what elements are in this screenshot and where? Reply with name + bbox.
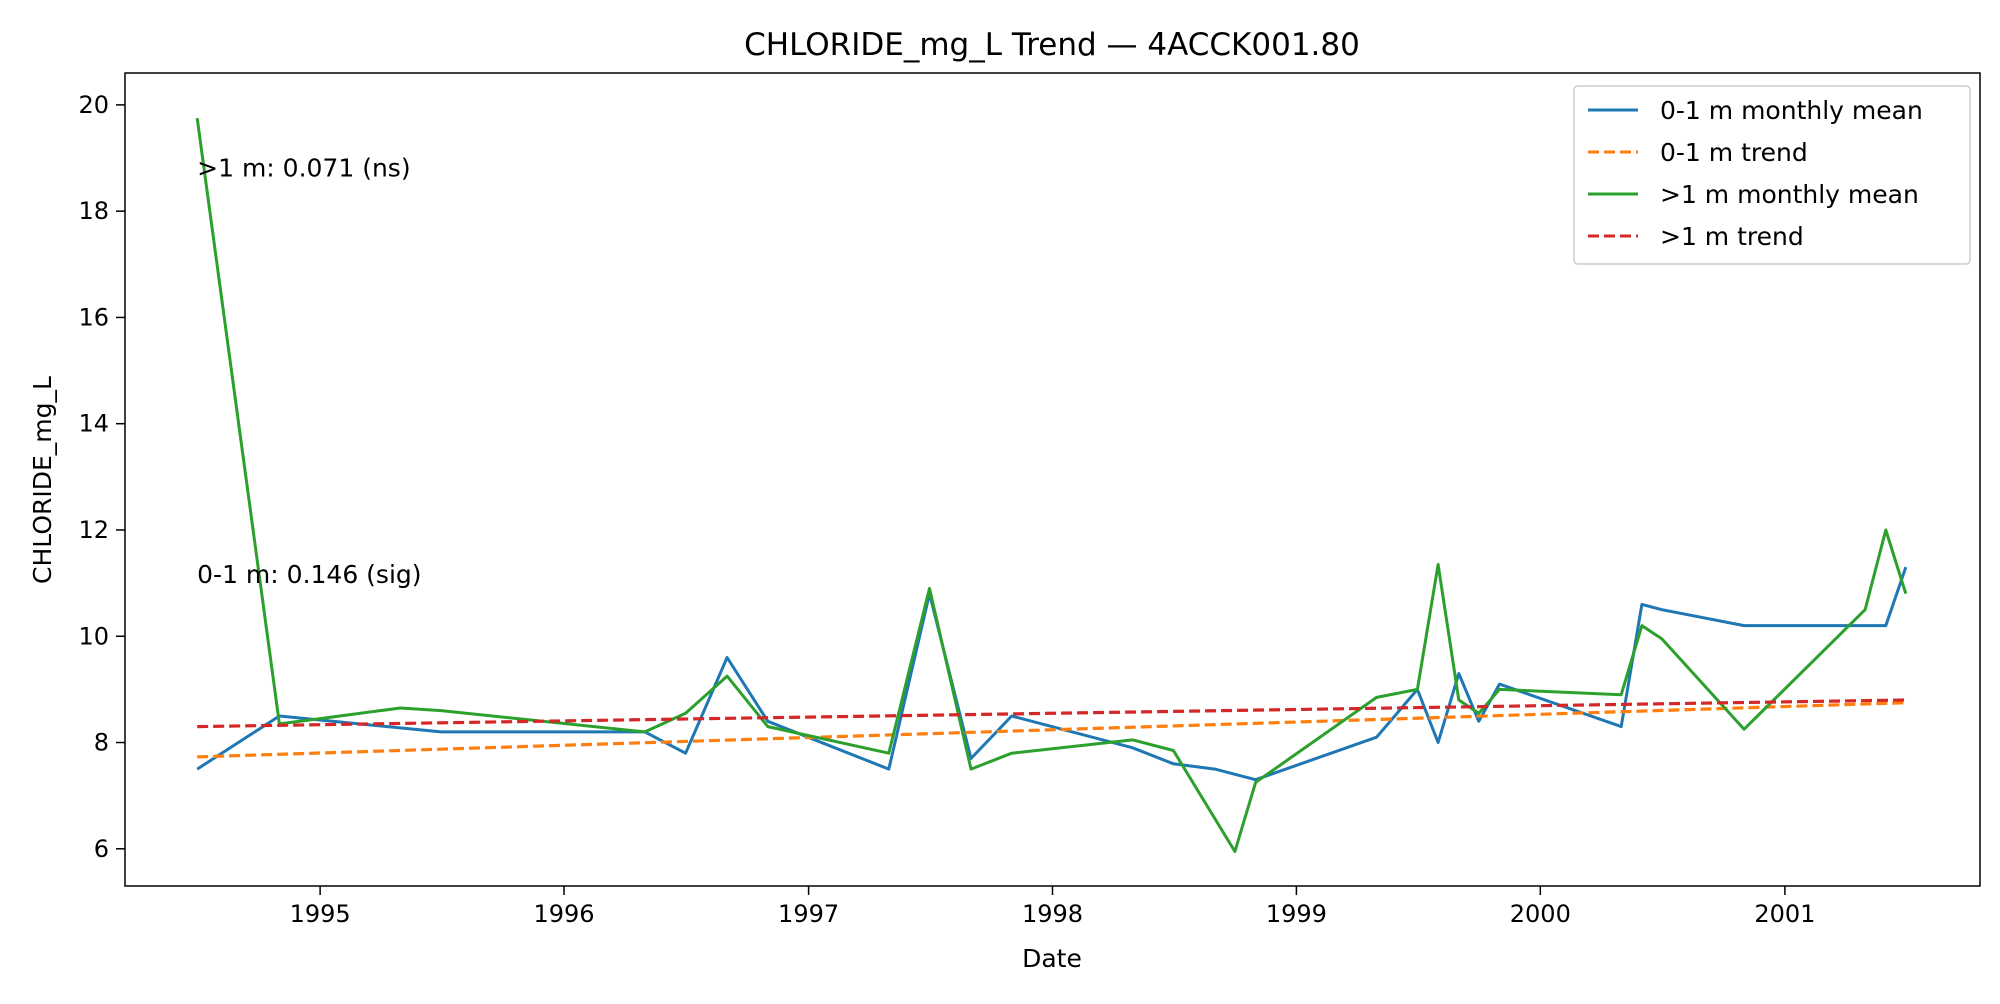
legend-label: >1 m monthly mean bbox=[1660, 180, 1919, 209]
y-tick-label: 12 bbox=[78, 516, 109, 544]
y-tick-label: 10 bbox=[78, 622, 109, 650]
y-tick-label: 6 bbox=[94, 835, 109, 863]
series-line-gt1-m-monthly-mean bbox=[195, 117, 1908, 853]
legend-label: 0-1 m trend bbox=[1660, 138, 1808, 167]
series-line-0-1-m-trend bbox=[197, 701, 1906, 759]
x-axis-label: Date bbox=[1022, 944, 1082, 973]
x-tick-label: 1999 bbox=[1266, 900, 1327, 928]
y-axis-label: CHLORIDE_mg_L bbox=[28, 376, 57, 584]
x-tick-label: 1996 bbox=[533, 900, 594, 928]
y-tick-label: 18 bbox=[78, 197, 109, 225]
annotation-layer: >1 m: 0.071 (ns) 0-1 m: 0.146 (sig) bbox=[197, 154, 421, 590]
series-line-gt1-m-trend bbox=[197, 698, 1906, 729]
legend-label: 0-1 m monthly mean bbox=[1660, 96, 1923, 125]
y-tick-label: 14 bbox=[78, 410, 109, 438]
legend-frame bbox=[1573, 85, 1971, 265]
x-tick-label: 2001 bbox=[1754, 900, 1815, 928]
x-tick-label: 1998 bbox=[1022, 900, 1083, 928]
x-axis-ticks: 1995 1996 1997 1998 1999 2000 2001 bbox=[290, 886, 1815, 928]
x-tick-label: 1995 bbox=[290, 900, 351, 928]
legend-label: >1 m trend bbox=[1660, 222, 1804, 251]
y-axis-ticks: 6 8 10 12 14 16 18 20 bbox=[78, 91, 125, 863]
y-tick-label: 16 bbox=[78, 303, 109, 331]
x-tick-label: 1997 bbox=[778, 900, 839, 928]
x-tick-label: 2000 bbox=[1510, 900, 1571, 928]
annotation-text: 0-1 m: 0.146 (sig) bbox=[197, 560, 421, 589]
series-layer bbox=[195, 117, 1908, 853]
legend: 0-1 m monthly mean 0-1 m trend >1 m monthl… bbox=[1573, 85, 1971, 265]
legend-items: 0-1 m monthly mean 0-1 m trend >1 m monthl… bbox=[1588, 96, 1923, 251]
annotation-text: >1 m: 0.071 (ns) bbox=[197, 154, 410, 183]
y-tick-label: 20 bbox=[78, 91, 109, 119]
y-tick-label: 8 bbox=[94, 729, 109, 757]
chart-title: CHLORIDE_mg_L Trend — 4ACCK001.80 bbox=[744, 27, 1360, 63]
